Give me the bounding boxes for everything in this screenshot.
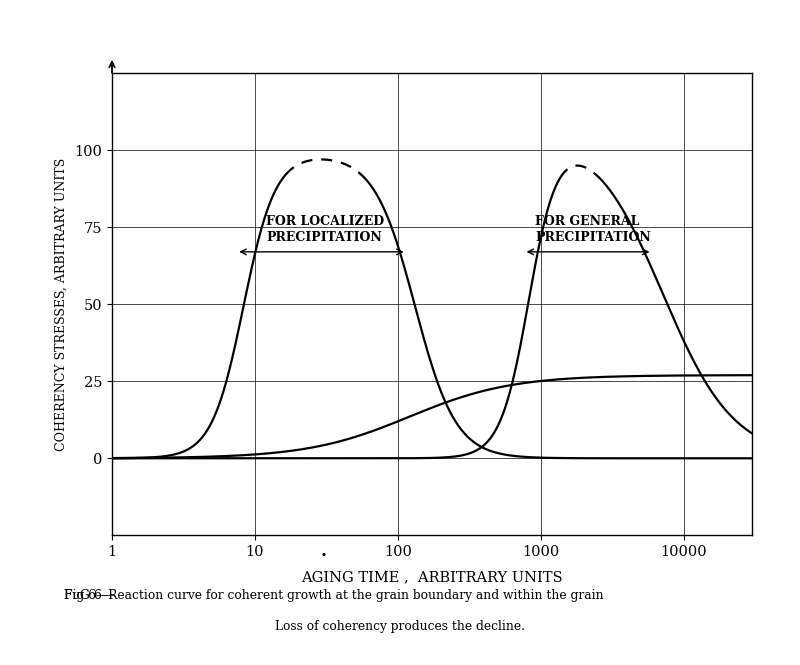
Y-axis label: COHERENCY STRESSES, ARBITRARY UNITS: COHERENCY STRESSES, ARBITRARY UNITS [54,158,67,451]
Text: FOR GENERAL
PRECIPITATION: FOR GENERAL PRECIPITATION [535,215,651,244]
Text: ·: · [319,545,327,567]
Text: Fig 6—Reaction curve for coherent growth at the grain boundary and within the gr: Fig 6—Reaction curve for coherent growth… [64,589,604,602]
Text: FOR LOCALIZED
PRECIPITATION: FOR LOCALIZED PRECIPITATION [266,215,385,244]
X-axis label: AGING TIME ,  ARBITRARY UNITS: AGING TIME , ARBITRARY UNITS [301,570,563,584]
Text: FᴜG 6—: FᴜG 6— [64,589,114,602]
Text: Loss of coherency produces the decline.: Loss of coherency produces the decline. [275,620,525,633]
